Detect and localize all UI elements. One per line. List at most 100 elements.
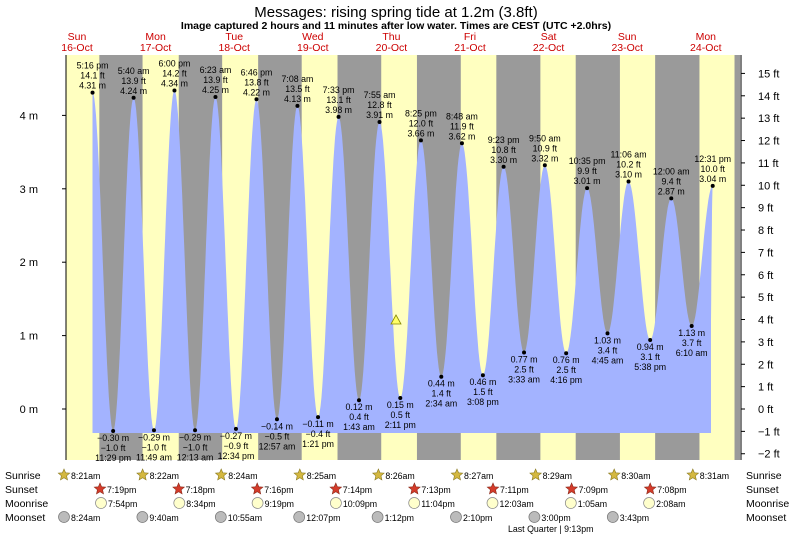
high-tide-label: 8:25 pm [405, 108, 437, 118]
moonrise-time: 8:34pm [186, 499, 215, 509]
moonset-moon-icon [450, 511, 462, 523]
high-tide-label: 3.30 m [490, 155, 517, 165]
date-label: 22-Oct [533, 42, 565, 54]
high-tide-point [542, 163, 547, 168]
moonset-time: 3:43pm [620, 513, 649, 523]
high-tide-label: 4.31 m [79, 81, 106, 91]
sunrise-time: 8:29am [543, 471, 572, 481]
sunrise-time: 8:21am [71, 471, 100, 481]
high-tide-point [336, 114, 341, 119]
high-tide-label: 13.9 ft [121, 76, 146, 86]
moonset-moon-icon [214, 511, 227, 523]
low-tide-label: 3:33 am [508, 374, 540, 384]
low-tide-point [274, 417, 279, 422]
left-tick-label: 2 m [20, 257, 38, 269]
row-label-right: Sunrise [746, 470, 782, 482]
high-tide-point [131, 95, 136, 100]
sunset-time: 7:11pm [500, 485, 529, 495]
low-tide-point [480, 373, 485, 378]
low-tide-label: −1.0 ft [101, 443, 126, 453]
sunrise-star-icon [450, 468, 464, 481]
low-tide-label: 3:08 pm [467, 397, 499, 407]
low-tide-label: −0.30 m [97, 433, 129, 443]
moonrise-moon-icon [564, 497, 577, 509]
high-tide-point [90, 90, 95, 95]
sunrise-time: 8:27am [464, 471, 493, 481]
right-tick-label: 2 ft [758, 359, 773, 371]
moonrise-time: 12:03am [500, 499, 534, 509]
high-tide-label: 4.13 m [284, 94, 311, 104]
moonrise-time: 11:04pm [421, 499, 455, 509]
day-of-week-label: Fri [464, 31, 476, 43]
right-tick-label: 12 ft [758, 136, 779, 148]
high-tide-label: 13.9 ft [203, 75, 228, 85]
sunset-time: 7:13pm [421, 485, 450, 495]
day-of-week-label: Sun [618, 31, 637, 43]
low-tide-label: 0.5 ft [390, 410, 410, 420]
right-tick-label: 3 ft [758, 337, 773, 349]
right-tick-label: 4 ft [758, 315, 773, 327]
low-tide-label: 0.46 m [469, 377, 496, 387]
moonset-time: 10:55am [228, 513, 262, 523]
sunrise-time: 8:30am [621, 471, 650, 481]
low-tide-label: −0.9 ft [224, 441, 249, 451]
low-tide-point [439, 374, 444, 379]
sunrise-star-icon [214, 468, 228, 481]
row-label-left: Moonrise [5, 498, 48, 510]
low-tide-label: −0.29 m [179, 432, 211, 442]
moonrise-time: 1:05am [578, 499, 607, 509]
high-tide-label: 12:00 am [653, 166, 690, 176]
sun-moon-rows: Sunrise Sunrise Sunset Sunset Moonrise Moonri… [5, 468, 789, 534]
right-tick-label: −1 ft [758, 426, 780, 438]
high-tide-label: 12.8 ft [367, 100, 392, 110]
low-tide-label: −0.4 ft [306, 429, 331, 439]
day-of-week-label: Mon [696, 31, 717, 43]
sunrise-star-icon [57, 468, 71, 481]
high-tide-label: 10.0 ft [700, 164, 725, 174]
date-label: 18-Oct [218, 42, 250, 54]
high-tide-label: 7:08 am [282, 74, 314, 84]
sunrise-star-icon [371, 468, 385, 481]
day-header-labels: Sun16-OctMon17-OctTue18-OctWed19-OctThu2… [61, 31, 721, 54]
right-tick-label: 0 ft [758, 404, 773, 416]
low-tide-label: 2:34 am [425, 399, 457, 409]
high-tide-point [585, 186, 590, 191]
low-tide-label: 0.44 m [428, 379, 455, 389]
sunrise-time: 8:24am [228, 471, 257, 481]
current-level-marker [390, 314, 402, 325]
left-tick-label: 3 m [20, 184, 38, 196]
high-tide-label: 13.5 ft [285, 84, 310, 94]
low-tide-label: 3.4 ft [598, 345, 618, 355]
right-tick-label: 1 ft [758, 382, 773, 394]
day-of-week-label: Wed [302, 31, 324, 43]
sunset-star-icon [565, 482, 579, 495]
low-tide-label: 11:29 pm [95, 453, 131, 463]
high-tide-label: 9:23 pm [488, 135, 520, 145]
chart-subtitle: Image captured 2 hours and 11 minutes af… [181, 20, 611, 32]
date-label: 21-Oct [454, 42, 486, 54]
tide-area [92, 90, 713, 434]
high-tide-label: 4.25 m [202, 85, 229, 95]
high-tide-label: 6:46 pm [241, 67, 273, 77]
high-tide-point [377, 120, 382, 125]
day-of-week-label: Thu [382, 31, 400, 43]
low-tide-label: 3.7 ft [682, 338, 702, 348]
high-tide-label: 3.66 m [407, 128, 434, 138]
sunrise-time: 8:25am [307, 471, 336, 481]
low-tide-label: 0.94 m [637, 342, 664, 352]
moonrise-moon-icon [408, 497, 421, 509]
moonrise-moon-icon [95, 497, 107, 509]
low-tide-point [356, 398, 361, 403]
row-label-left: Moonset [5, 512, 45, 524]
left-axis-gutter [55, 55, 65, 460]
right-tick-label: −2 ft [758, 449, 780, 461]
sunset-star-icon [486, 482, 500, 495]
high-tide-label: 7:33 pm [323, 85, 355, 95]
high-tide-label: 11.9 ft [450, 121, 474, 131]
day-of-week-label: Sat [541, 31, 557, 43]
low-tide-label: 6:10 am [676, 348, 708, 358]
low-tide-label: −0.11 m [302, 419, 333, 429]
chart-title: Messages: rising spring tide at 1.2m (3.… [254, 4, 537, 21]
low-tide-label: 12:34 pm [218, 451, 255, 461]
